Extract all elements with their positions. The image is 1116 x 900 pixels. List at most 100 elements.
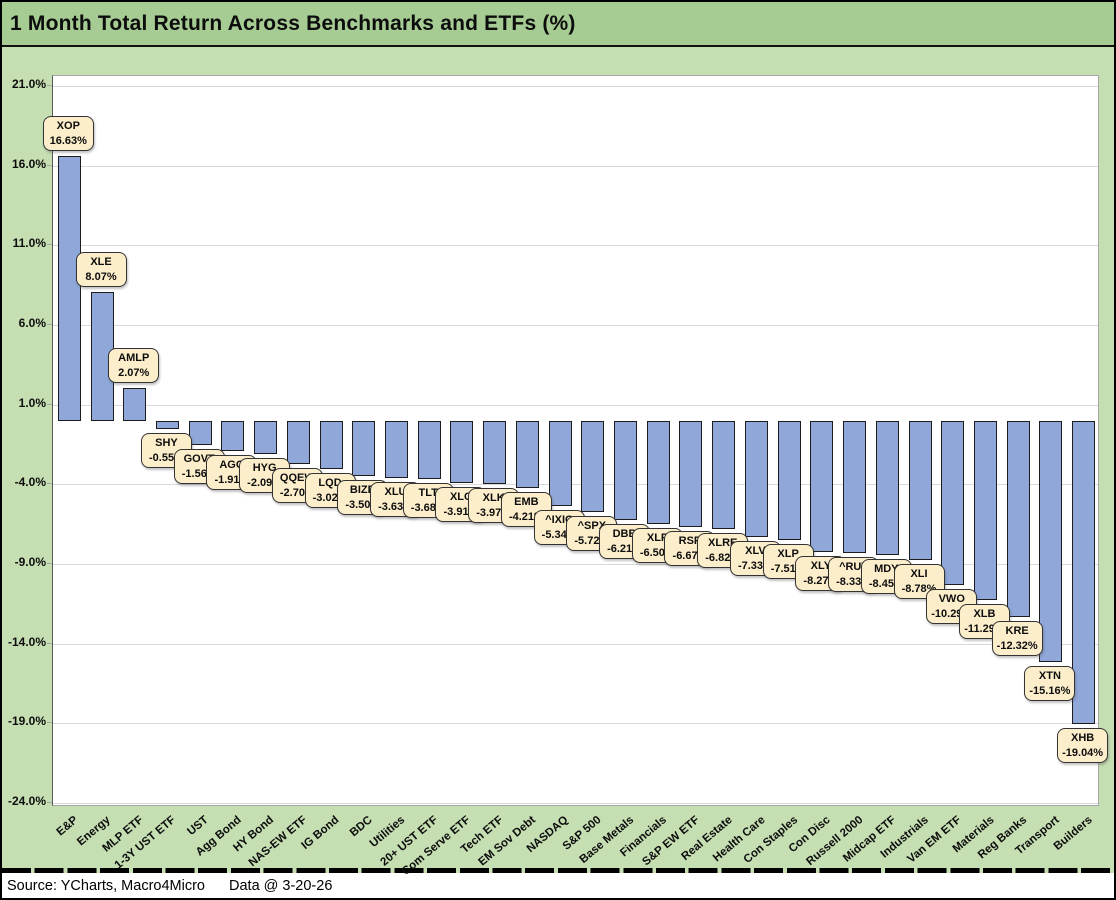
bar-ticker: XOP <box>56 119 80 132</box>
bar-QQEW <box>286 420 310 464</box>
y-axis-tick <box>47 85 52 86</box>
y-axis-tick <box>47 164 52 166</box>
bar-BIZD <box>352 420 376 477</box>
bar-ticker: SHY <box>155 437 178 450</box>
gridline <box>53 165 1098 167</box>
bar-ticker: HYG <box>252 461 277 474</box>
bar-XLU <box>385 420 408 479</box>
gridline <box>53 723 1098 725</box>
bar-ticker: XTN <box>1038 670 1061 683</box>
gridline <box>53 802 1098 804</box>
bar-value: -15.16% <box>1029 685 1071 698</box>
bar-SHY <box>155 420 179 430</box>
y-axis-label: 1.0% <box>18 395 46 410</box>
gridline <box>53 245 1098 247</box>
y-axis-label: -24.0% <box>7 793 46 808</box>
bar-LQD <box>319 420 343 469</box>
bar-ticker: XLF <box>646 532 668 545</box>
bar-XLP <box>777 420 801 541</box>
bar-ticker: AGG <box>219 459 245 472</box>
bar-XLF <box>646 420 670 525</box>
bar-^RUT <box>843 420 867 554</box>
x-axis-label: UST <box>185 814 211 838</box>
bar-ticker: EMB <box>514 495 539 508</box>
bar-ticker: XHB <box>1070 731 1095 744</box>
bar-XLC <box>450 420 474 483</box>
y-axis-tick <box>47 403 52 405</box>
y-axis-tick <box>47 722 52 724</box>
bar-value: -12.32% <box>996 639 1038 652</box>
bar-value: 2.07% <box>118 366 150 379</box>
footer-source-text: Source: YCharts, Macro4Micro <box>7 878 205 894</box>
bar-EMB <box>515 420 539 488</box>
bar-MDY <box>875 420 899 556</box>
gridline <box>53 324 1098 326</box>
y-axis-tick <box>47 483 52 485</box>
bar-KRE <box>1006 420 1030 617</box>
bar-ticker: XLV <box>745 545 766 558</box>
bar-ticker: XLP <box>777 548 799 561</box>
bar-DBB <box>614 420 638 520</box>
y-axis-label: 21.0% <box>11 77 46 91</box>
bar-XLK <box>483 420 507 484</box>
bar-ticker: XLK <box>482 491 505 504</box>
y-axis-tick <box>47 244 52 246</box>
bar-label-AMLP: AMLP 2.07% <box>108 347 160 383</box>
bar-ticker: RSP <box>678 534 702 547</box>
bar-XLRE <box>712 420 736 530</box>
bar-RSP <box>679 420 703 527</box>
y-axis-label: 6.0% <box>18 315 46 330</box>
bar-value: -19.04% <box>1062 746 1104 759</box>
bar-ticker: ^IXIC <box>545 513 573 526</box>
footer-data-date: Data @ 3-20-26 <box>229 878 333 894</box>
bar-TLT <box>417 420 441 480</box>
bar-^SPX <box>581 420 605 512</box>
bar-XOP <box>57 155 81 421</box>
chart-title: 1 Month Total Return Across Benchmarks a… <box>10 11 576 35</box>
bar-ticker: ^SPX <box>577 519 607 532</box>
bar-ticker: KRE <box>1005 624 1029 637</box>
x-axis-label: BDC <box>347 814 375 840</box>
bar-ticker: XLC <box>449 490 472 503</box>
bar-AMLP <box>123 387 147 421</box>
gridline <box>53 643 1098 645</box>
gridline <box>53 484 1098 486</box>
bar-ticker: VWO <box>938 592 965 605</box>
bar-XLY <box>810 420 834 553</box>
bar-^IXIC <box>548 420 572 506</box>
y-axis-label: -4.0% <box>14 475 46 490</box>
y-axis-label: -9.0% <box>14 554 46 569</box>
bar-ticker: LQD <box>318 476 342 489</box>
y-axis-tick <box>47 562 52 564</box>
bar-VWO <box>941 420 965 585</box>
bar-ticker: XLY <box>810 560 832 573</box>
footer-bar: Source: YCharts, Macro4Micro Data @ 3-20… <box>2 873 1114 898</box>
bottom-dashed-border <box>2 868 1114 873</box>
bar-ticker: BIZD <box>349 484 376 497</box>
y-axis-label: 16.0% <box>11 156 46 171</box>
bar-label-XHB: XHB -19.04% <box>1057 727 1109 763</box>
bar-XHB <box>1072 420 1096 724</box>
bar-label-KRE: KRE -12.32% <box>991 620 1043 656</box>
bar-label-XTN: XTN -15.16% <box>1024 666 1076 702</box>
bar-value: 16.63% <box>49 134 87 147</box>
bar-XLI <box>908 420 932 561</box>
bar-ticker: AMLP <box>118 351 150 364</box>
y-axis-tick <box>47 323 52 325</box>
bar-XTN <box>1039 420 1063 663</box>
y-axis-tick <box>47 642 52 644</box>
bar-ticker: XLB <box>973 608 996 621</box>
chart-title-bar: 1 Month Total Return Across Benchmarks a… <box>2 2 1114 47</box>
y-axis-label: -14.0% <box>7 634 46 649</box>
gridline <box>53 563 1098 565</box>
bar-label-XLI: XLI -8.78% <box>893 564 945 600</box>
bar-ticker: MDY <box>874 563 899 576</box>
y-axis-label: 11.0% <box>12 236 46 251</box>
bar-XLV <box>744 420 768 538</box>
bar-XLB <box>973 420 997 601</box>
y-axis-label: -19.0% <box>7 714 46 729</box>
gridline <box>53 404 1098 406</box>
bar-label-XLE: XLE 8.07% <box>75 252 127 287</box>
gridline <box>53 86 1098 87</box>
